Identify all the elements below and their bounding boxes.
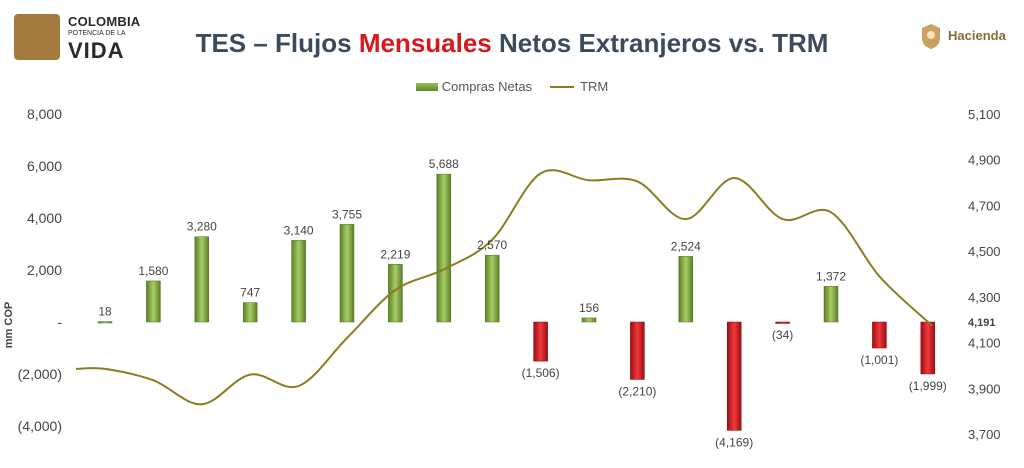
bar-data-label: 1,372 [816,269,846,283]
right-tick-label: 3,900 [968,381,1001,396]
chart-title: TES – Flujos Mensuales Netos Extranjeros… [0,28,1024,59]
logo-line1: COLOMBIA [68,14,141,29]
left-tick-label: (2,000) [18,366,62,382]
right-tick-label: 5,100 [968,107,1001,122]
left-tick-label: 2,000 [27,262,62,278]
bar-data-label: 747 [240,286,260,300]
left-tick-label: 8,000 [27,106,62,122]
data-labels-layer: 18 1,580 3,280 747 3,140 3,755 2,219 5,688 2,570… [98,157,946,449]
right-tick-label: 4,900 [968,153,1001,168]
bars-layer [97,173,936,431]
bar-data-label: (1,999) [909,379,947,393]
bar-data-label: 3,755 [332,207,362,221]
colombia-logo-mark-icon [14,14,60,60]
hacienda-label: Hacienda [948,28,1006,43]
legend-item-trm: TRM [580,79,609,95]
bar-mark [146,280,161,323]
bar-data-label: 2,524 [671,239,701,253]
title-highlight: Mensuales [358,28,492,58]
trm-end-label: 4,191 [968,317,996,329]
legend-bar-swatch [415,82,438,91]
logo-line3: VIDA [68,38,125,63]
bar-data-label: 1,580 [138,264,168,278]
trm-series-line [75,169,933,406]
legend-item-compras: Compras Netas [441,79,533,95]
left-tick-label: (4,000) [18,418,62,434]
bar-data-label: (1,001) [860,353,898,367]
bar-mark [678,256,694,323]
y-axis-label: mm COP [3,302,15,348]
bar-data-label: 5,688 [429,157,459,171]
title-prefix: TES – Flujos [195,28,359,58]
bar-mark [726,321,742,431]
bar-mark [291,240,306,323]
logo-line2: POTENCIA DE LA [68,30,126,37]
bar-mark [194,236,210,323]
bar-mark [920,321,936,375]
right-tick-label: 4,100 [968,336,1001,351]
bar-mark [339,224,355,323]
bar-mark [823,286,839,323]
bar-mark [533,321,548,362]
bar-mark [581,317,597,323]
title-suffix: Netos Extranjeros vs. TRM [491,28,829,58]
hacienda-seal-icon [922,24,940,49]
bar-mark [436,173,452,323]
bar-mark [484,254,500,323]
bar-data-label: (1,506) [522,366,560,380]
bar-data-label: 156 [579,301,599,315]
bar-mark [630,321,645,380]
bar-data-label: 3,280 [187,220,217,234]
bar-data-label: 2,219 [380,247,410,261]
left-axis: (4,000) (2,000) - 2,000 4,000 6,000 8,000 [18,106,63,434]
bar-mark [242,302,258,323]
bar-mark [97,321,113,324]
bar-data-label: (34) [772,328,793,342]
left-tick-label: - [57,314,62,330]
right-tick-label: 4,300 [968,290,1001,305]
bar-data-label: 2,570 [477,238,507,252]
colombia-logo: COLOMBIA POTENCIA DE LA VIDA [14,12,154,64]
bar-mark [872,321,887,349]
right-axis: 3,700 3,900 4,100 4,300 4,500 4,700 4,900 5,100 [968,107,1001,442]
bar-data-label: (2,210) [618,384,656,398]
bar-mark [388,264,403,323]
legend-line-swatch [550,85,575,88]
bar-data-label: (4,169) [715,435,753,449]
bar-data-label: 18 [98,305,112,319]
left-tick-label: 4,000 [27,210,62,226]
bar-mark [775,321,790,324]
left-tick-label: 6,000 [27,158,62,174]
chart-legend: Compras Netas TRM [0,78,1024,94]
hacienda-logo: Hacienda [918,22,1018,52]
right-tick-label: 3,700 [968,427,1001,442]
bar-data-label: 3,140 [284,223,314,237]
right-tick-label: 4,500 [968,244,1001,259]
right-tick-label: 4,700 [968,198,1001,213]
chart-canvas: (4,000) (2,000) - 2,000 4,000 6,000 8,000 3,70… [3,106,1001,449]
